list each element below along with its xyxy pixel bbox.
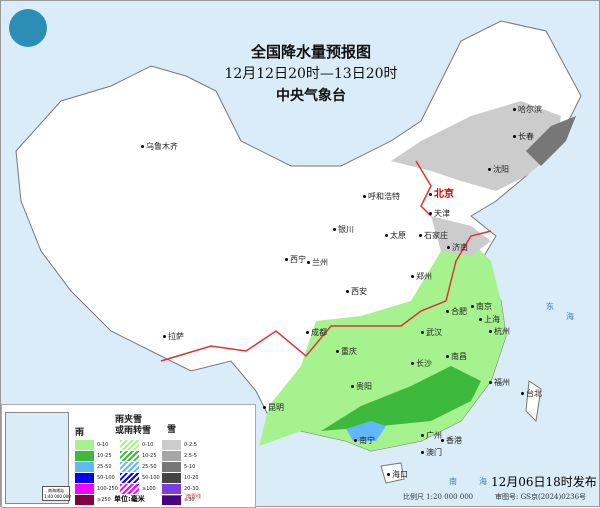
snow-swatch-label: ≥30 bbox=[184, 497, 195, 503]
city-label: 长沙 bbox=[411, 358, 432, 369]
city-label: 兰州 bbox=[307, 257, 328, 268]
city-label: 重庆 bbox=[336, 346, 357, 357]
sea-label: 海 bbox=[566, 312, 574, 321]
city-label: 台北 bbox=[521, 388, 542, 399]
city-label: 天津 bbox=[429, 208, 450, 219]
city-label: 澳门 bbox=[421, 447, 442, 458]
rain-swatch bbox=[75, 462, 94, 472]
city-label: 沈阳 bbox=[488, 164, 509, 175]
rain-swatch-label: 100-250 bbox=[97, 486, 118, 492]
snow-swatch-label: 10-20 bbox=[184, 475, 199, 481]
map-scale: 比例尺 1:20 000 000 bbox=[403, 493, 474, 501]
city-label: 成都 bbox=[306, 327, 327, 338]
review-number: 审图号: GS京(2024)0236号 bbox=[495, 493, 587, 501]
city-label: 贵阳 bbox=[351, 381, 372, 392]
rain-swatch-label: 50-100 bbox=[97, 475, 115, 481]
snow-swatch bbox=[162, 473, 181, 483]
city-label: 南宁 bbox=[354, 435, 375, 446]
snow-swatch bbox=[162, 451, 181, 461]
snow-swatch bbox=[162, 440, 181, 450]
city-label: 南京 bbox=[471, 301, 492, 312]
mixed-swatch bbox=[120, 440, 139, 450]
rain-10-25-area bbox=[321, 366, 481, 431]
city-label: 西宁 bbox=[285, 254, 306, 265]
snow-swatch-label: 20-30 bbox=[184, 486, 199, 492]
sea-label: 南 bbox=[449, 477, 457, 486]
rain-snow-line bbox=[160, 160, 492, 362]
city-label: 呼和浩特 bbox=[363, 191, 400, 202]
rain-swatch-label: 25-50 bbox=[97, 464, 112, 470]
south-china-sea-inset: 南海诸岛 1:40 000 000 bbox=[5, 412, 71, 504]
snowline-symbol bbox=[162, 495, 182, 496]
cma-logo bbox=[9, 9, 47, 47]
rain-swatch bbox=[75, 473, 94, 483]
forecast-period: 12月12日20时—13日20时 bbox=[224, 66, 398, 82]
mixed-swatch-label: ≥100 bbox=[142, 486, 156, 492]
city-label: 昆明 bbox=[263, 402, 284, 413]
mixed-swatch-label: 0-10 bbox=[142, 442, 154, 448]
snow-swatch bbox=[162, 495, 181, 505]
unit-label: 单位:毫米 bbox=[114, 495, 145, 503]
mixed-swatch bbox=[120, 484, 139, 494]
city-label: 西安 bbox=[346, 286, 367, 297]
sea-label: 东 bbox=[546, 302, 554, 311]
city-label: 福州 bbox=[489, 377, 510, 388]
snow-swatch bbox=[162, 462, 181, 472]
rain-swatch-label: ≥250 bbox=[97, 497, 111, 503]
city-label: 广州 bbox=[421, 430, 442, 441]
city-label: 香港 bbox=[441, 435, 462, 446]
sea-label: 海 bbox=[479, 477, 487, 486]
city-label: 拉萨 bbox=[163, 331, 184, 342]
legend: 南海诸岛 1:40 000 000 雨 雨夹雪 或雨转雪 雪 0-10 10-25… bbox=[1, 404, 256, 508]
inset-caption: 南海诸岛 1:40 000 000 bbox=[42, 486, 71, 501]
snow-legend-title: 雪 bbox=[167, 425, 177, 435]
city-label: 哈尔滨 bbox=[513, 104, 542, 115]
city-label: 银川 bbox=[333, 224, 354, 235]
snow-swatch-label: 5-10 bbox=[184, 464, 196, 470]
rain-swatch bbox=[75, 495, 94, 505]
snow-swatch bbox=[162, 484, 181, 494]
issue-time: 12月06日18时发布 bbox=[491, 475, 597, 489]
city-label: 郑州 bbox=[411, 271, 432, 282]
rain-swatch bbox=[75, 484, 94, 494]
snowline-label: 雨雪线 bbox=[186, 494, 202, 500]
snow-0-2.5-area-shandong bbox=[431, 216, 491, 256]
mixed-swatch-label: 10-25 bbox=[142, 453, 157, 459]
issuer: 中央气象台 bbox=[276, 88, 346, 104]
city-label: 杭州 bbox=[489, 326, 510, 337]
city-label: 济南 bbox=[447, 242, 468, 253]
rain-swatch-label: 10-25 bbox=[97, 453, 112, 459]
map-title: 全国降水量预报图 bbox=[250, 43, 371, 61]
rain-swatch-label: 0-10 bbox=[97, 442, 109, 448]
snow-0-2.5-area bbox=[391, 101, 561, 191]
mixed-swatch bbox=[120, 473, 139, 483]
taiwan bbox=[525, 380, 542, 423]
city-label: 上海 bbox=[479, 314, 500, 325]
mixed-swatch-label: 50-100 bbox=[142, 475, 160, 481]
rain-swatch bbox=[75, 451, 94, 461]
rain-legend-title: 雨 bbox=[75, 428, 85, 438]
city-label: 南昌 bbox=[446, 351, 467, 362]
mixed-swatch bbox=[120, 451, 139, 461]
mixed-swatch-label: 25-50 bbox=[142, 464, 157, 470]
mixed-legend-title: 雨夹雪 或雨转雪 bbox=[115, 415, 152, 436]
city-label: 武汉 bbox=[421, 327, 442, 338]
city-label: 长春 bbox=[513, 131, 534, 142]
city-label: 北京 bbox=[429, 185, 454, 200]
city-label: 海口 bbox=[387, 469, 408, 480]
city-label: 乌鲁木齐 bbox=[141, 141, 178, 152]
snow-swatch-label: 0-2.5 bbox=[184, 442, 197, 448]
snow-swatch-label: 2.5-5 bbox=[184, 453, 197, 459]
city-label: 太原 bbox=[385, 230, 406, 241]
snow-2.5-10-area bbox=[526, 116, 576, 166]
rain-swatch bbox=[75, 440, 94, 450]
city-label: 石家庄 bbox=[419, 230, 448, 241]
mixed-swatch bbox=[120, 462, 139, 472]
city-label: 合肥 bbox=[446, 306, 467, 317]
